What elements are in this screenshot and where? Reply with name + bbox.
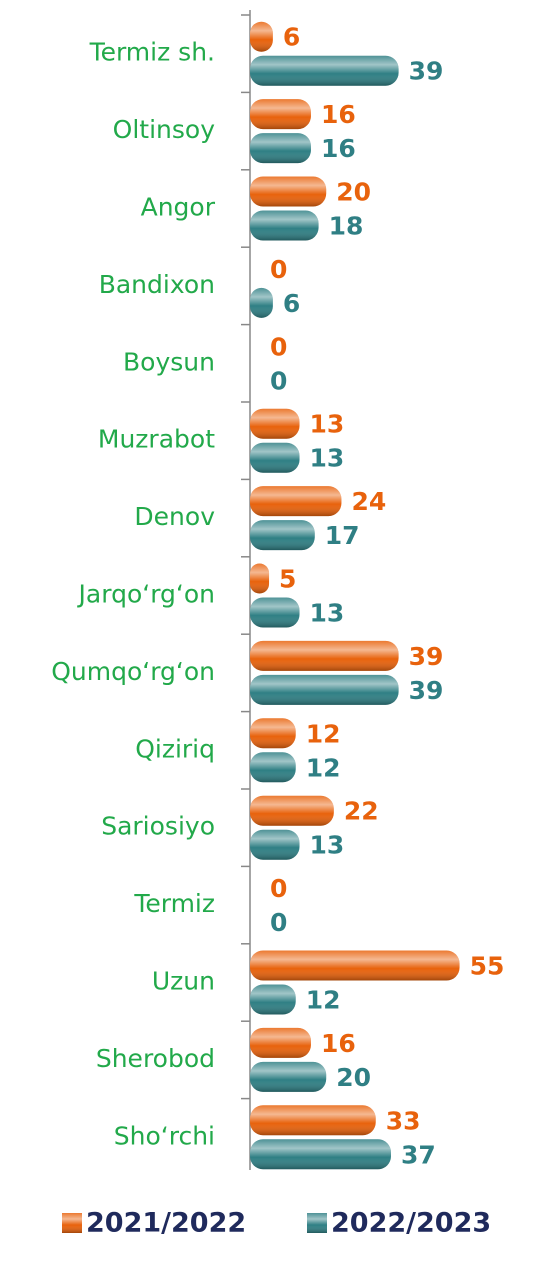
value-label: 13 [310,444,345,473]
value-label: 39 [409,642,444,671]
bar-shine [250,1139,391,1170]
bar-shine [250,640,399,671]
value-label: 24 [351,487,386,516]
category-label: Sherobod [96,1044,215,1073]
legend-label: 2021/2022 [86,1208,246,1239]
category-label: Denov [134,502,215,531]
bar-shine [250,950,460,981]
category-label: Uzun [152,967,215,996]
category-label: Qumqo‘rg‘on [51,657,215,686]
bar-shine [250,442,300,473]
bar-shine [250,829,300,860]
value-label: 0 [270,255,287,284]
value-label: 12 [306,719,341,748]
bar-shine [250,674,399,705]
category-label: Qiziriq [135,734,215,763]
value-label: 55 [470,952,505,981]
category-label: Bandixon [99,270,215,299]
category-label: Oltinsoy [113,115,216,144]
legend-swatch-shine [307,1213,327,1233]
value-label: 13 [310,410,345,439]
bar-shine [250,752,296,783]
legend-label: 2022/2023 [331,1208,491,1239]
value-label: 17 [325,521,360,550]
category-label: Termiz sh. [89,38,215,67]
category-label: Boysun [123,347,215,376]
category-label: Sariosiyo [101,812,215,841]
value-label: 13 [310,599,345,628]
value-label: 22 [344,797,379,826]
value-label: 6 [283,23,300,52]
bar-shine [250,1027,311,1058]
bar-shine [250,408,300,439]
value-label: 12 [306,753,341,782]
category-label: Angor [141,193,216,222]
value-label: 39 [409,57,444,86]
bar-shine [250,1105,376,1136]
value-label: 20 [336,1063,371,1092]
value-label: 18 [329,212,364,241]
value-label: 5 [279,565,296,594]
category-label: Jarqo‘rg‘on [77,580,215,609]
bar-shine [250,520,315,551]
value-label: 0 [270,366,287,395]
bar-shine [250,21,273,52]
value-label: 0 [270,908,287,937]
bar-shine [250,984,296,1015]
bar-shine [250,718,296,749]
bar-shine [250,176,327,207]
value-label: 39 [409,676,444,705]
bar-shine [250,597,300,628]
category-label: Muzrabot [98,425,215,454]
value-label: 0 [270,332,287,361]
value-label: 6 [283,289,300,318]
bar-shine [250,210,319,241]
bar-shine [250,486,342,517]
value-label: 16 [321,134,356,163]
value-label: 0 [270,874,287,903]
bar-shine [250,1061,327,1092]
value-label: 12 [306,986,341,1015]
value-label: 20 [336,178,371,207]
legend-swatch-shine [62,1213,82,1233]
bar-shine [250,133,311,164]
bar-shine [250,287,273,318]
value-label: 13 [310,831,345,860]
value-label: 37 [401,1140,436,1169]
value-label: 16 [321,1029,356,1058]
bar-shine [250,55,399,86]
category-label: Sho‘rchi [114,1121,215,1150]
bar-shine [250,99,311,130]
bar-shine [250,795,334,826]
value-label: 16 [321,100,356,129]
category-label: Termiz [133,889,215,918]
bar-shine [250,563,270,594]
value-label: 33 [386,1106,421,1135]
